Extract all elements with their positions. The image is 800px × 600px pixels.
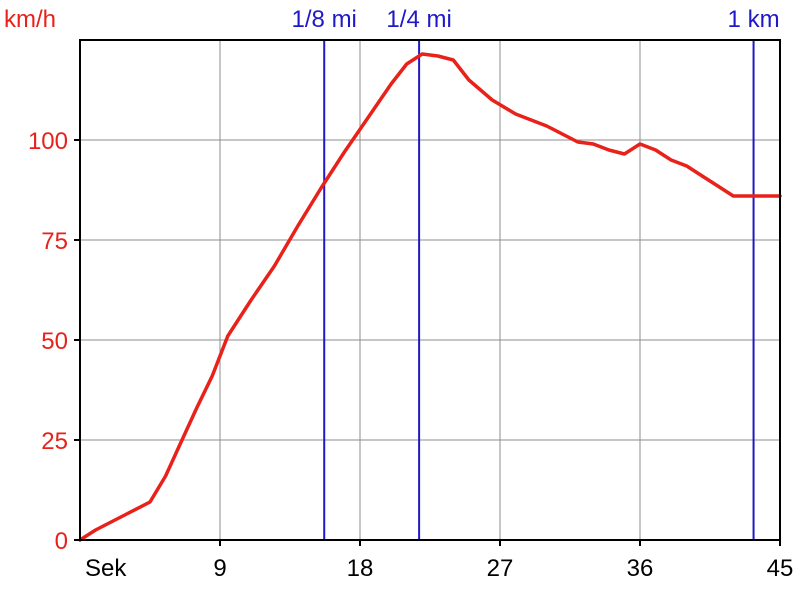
y-unit-label: km/h [4, 6, 56, 33]
distance-marker-label: 1/8 mi [292, 6, 357, 33]
plot-frame [79, 39, 781, 541]
x-tick-label: 45 [767, 555, 794, 582]
x-unit-label: Sek [85, 555, 127, 582]
y-tick-label: 0 [55, 528, 68, 555]
x-tick-label: 9 [213, 555, 226, 582]
speed-series-line [78, 52, 782, 542]
y-tick-label: 75 [41, 228, 68, 255]
series-layer [78, 52, 782, 542]
x-tick-label: 18 [347, 555, 374, 582]
x-tick-label: 27 [487, 555, 514, 582]
tick-layer: 0 25 50 75 100 9 18 27 36 45 [28, 128, 793, 582]
grid-layer [80, 40, 780, 540]
distance-marker-label: 1/4 mi [386, 6, 451, 33]
marker-layer: 1/8 mi 1/4 mi 1 km [292, 6, 780, 540]
distance-marker-label: 1 km [728, 6, 780, 33]
y-tick-label: 50 [41, 328, 68, 355]
y-tick-label: 100 [28, 128, 68, 155]
y-tick-label: 25 [41, 428, 68, 455]
x-tick-label: 36 [627, 555, 654, 582]
